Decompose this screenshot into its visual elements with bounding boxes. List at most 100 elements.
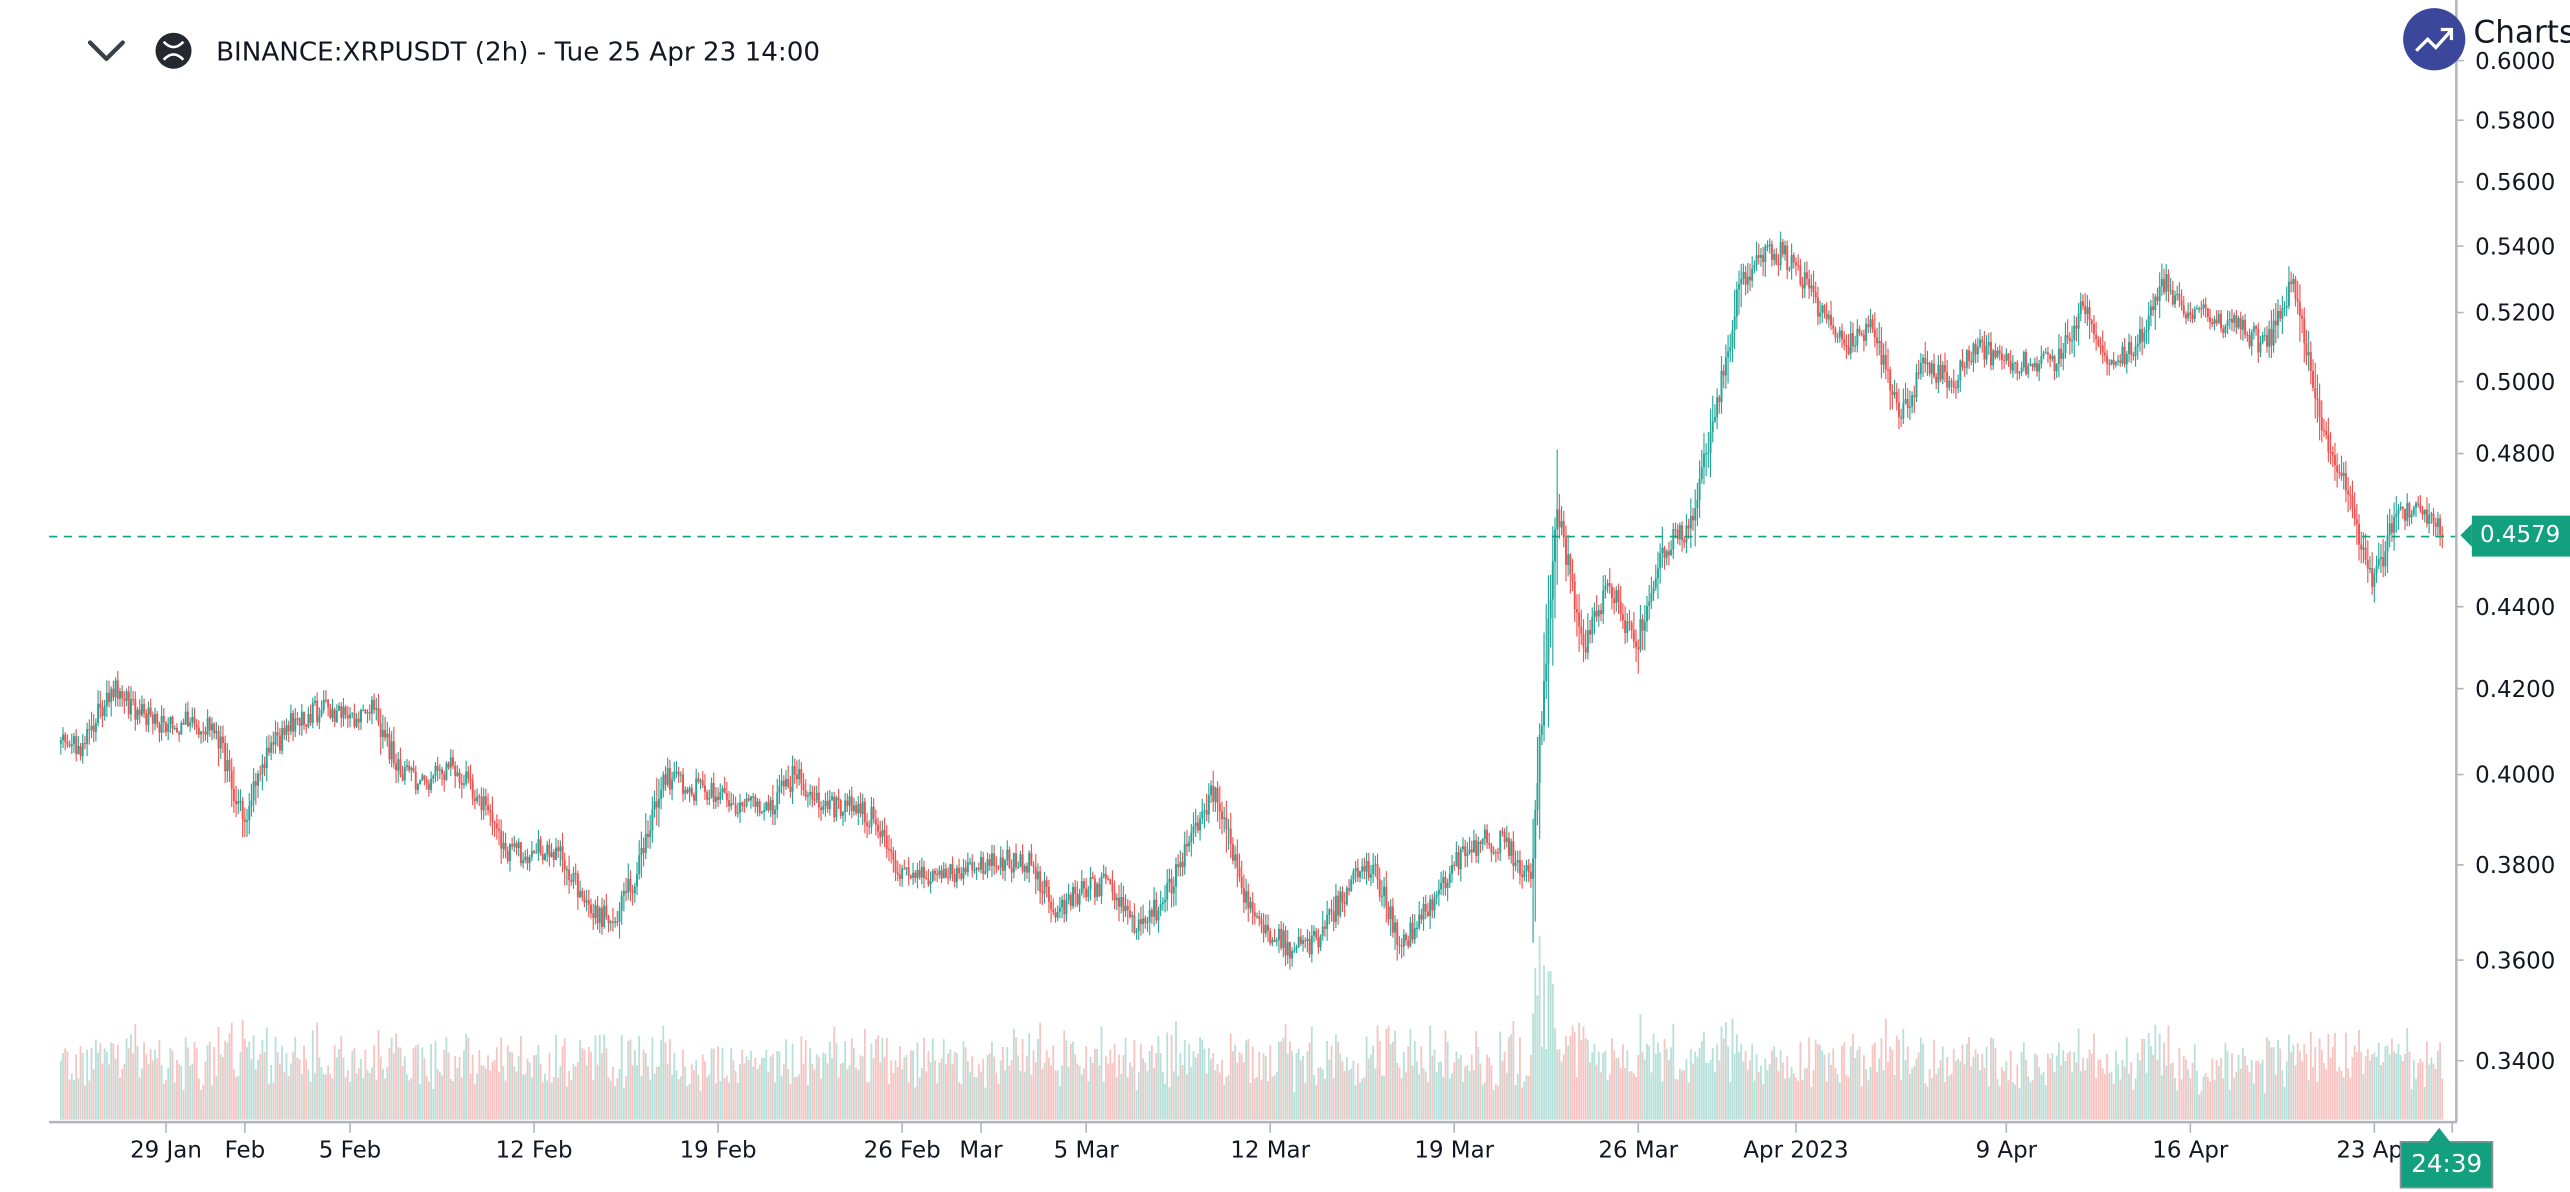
- volume-bar: [717, 1046, 719, 1120]
- volume-bar: [1970, 1066, 1973, 1120]
- candle: [1795, 262, 1797, 266]
- volume-bar: [660, 1039, 663, 1120]
- candle: [1683, 540, 1686, 543]
- candle: [136, 709, 139, 720]
- volume-bar: [2298, 1051, 2301, 1120]
- volume-bar: [1094, 1048, 1096, 1120]
- candle: [2071, 340, 2074, 342]
- candle: [693, 794, 695, 801]
- volume-bar: [1179, 1052, 1182, 1120]
- candle: [1532, 858, 1535, 879]
- candle: [1698, 478, 1701, 500]
- volume-bar: [1124, 1037, 1127, 1120]
- volume-bar: [2412, 1060, 2415, 1120]
- candle: [557, 847, 560, 852]
- volume-bar: [1661, 1081, 1664, 1120]
- volume-bar: [338, 1048, 340, 1120]
- candle: [2397, 509, 2400, 514]
- volume-bar: [1773, 1046, 1775, 1120]
- volume-bar: [101, 1063, 104, 1120]
- candle: [515, 843, 518, 848]
- time-tick-label: 12 Feb: [496, 1137, 573, 1163]
- volume-bar: [1641, 1051, 1644, 1120]
- volume-bar: [1227, 1074, 1230, 1120]
- volume-bar: [684, 1066, 687, 1120]
- volume-bar: [888, 1083, 890, 1120]
- volume-bar: [817, 1056, 820, 1120]
- volume-bar: [1363, 1077, 1366, 1120]
- candle: [2410, 514, 2413, 518]
- candle: [552, 852, 555, 860]
- volume-bar: [325, 1074, 327, 1120]
- volume-bar: [787, 1068, 790, 1120]
- candle: [662, 774, 665, 790]
- candle: [1735, 289, 1738, 317]
- volume-bar: [2016, 1064, 2019, 1120]
- volume-bar: [2316, 1081, 2319, 1120]
- candle: [230, 770, 233, 789]
- candle: [2038, 363, 2041, 372]
- candle: [206, 717, 209, 735]
- candle: [1420, 914, 1423, 920]
- volume-bar: [1032, 1050, 1035, 1120]
- candle: [2143, 332, 2146, 342]
- volume-bar: [1814, 1040, 1817, 1120]
- candle: [77, 746, 80, 755]
- candle: [1514, 862, 1517, 867]
- volume-bar: [1048, 1058, 1050, 1120]
- candle: [826, 800, 829, 809]
- volume-bar: [2128, 1073, 2130, 1120]
- candle: [471, 780, 474, 799]
- volume-bar: [1648, 1045, 1651, 1120]
- candle: [2430, 513, 2433, 515]
- candle: [581, 890, 584, 898]
- volume-bar: [489, 1070, 492, 1120]
- volume-bar: [1120, 1073, 1123, 1120]
- candle: [1477, 841, 1480, 856]
- volume-bar: [189, 1065, 191, 1120]
- time-axis[interactable]: 29 Jan Feb 5 Feb 12 Feb 19 Feb 26 Feb Mar 5 Mar…: [130, 1122, 2454, 1163]
- candle: [92, 725, 95, 732]
- candle: [2401, 506, 2404, 509]
- volume-bar: [68, 1079, 71, 1120]
- candle: [1670, 549, 1673, 555]
- candle: [951, 864, 954, 875]
- volume-bar: [1867, 1080, 1870, 1120]
- candle: [294, 718, 297, 732]
- candle: [1979, 339, 1981, 347]
- brand[interactable]: Charts p: [2403, 0, 2570, 71]
- volume-bar: [92, 1069, 95, 1120]
- volume-bar: [1280, 1041, 1283, 1120]
- time-tick-label: 9 Apr: [1976, 1137, 2038, 1163]
- candle: [1065, 900, 1068, 915]
- candle: [1619, 601, 1622, 615]
- volume-bar: [530, 1077, 533, 1120]
- candle: [298, 718, 301, 726]
- volume-bar: [1803, 1068, 1806, 1120]
- candle: [1148, 910, 1151, 923]
- volume-bar: [2342, 1076, 2345, 1120]
- chevron-down-icon[interactable]: [82, 28, 131, 74]
- candle: [70, 743, 73, 747]
- candle: [1181, 861, 1184, 868]
- volume-bar: [1207, 1047, 1210, 1120]
- candle: [1523, 870, 1526, 877]
- volume-bar: [769, 1056, 772, 1120]
- volume-bar: [1135, 1090, 1138, 1120]
- volume-bar: [1738, 1052, 1740, 1120]
- volume-bar: [966, 1061, 969, 1120]
- candle: [2031, 364, 2034, 368]
- candle: [646, 833, 649, 838]
- candle: [239, 800, 242, 803]
- volume-bar: [708, 1074, 711, 1120]
- candle: [598, 907, 601, 924]
- volume-bar: [585, 1065, 588, 1120]
- volume-bar: [1039, 1022, 1042, 1120]
- price-axis[interactable]: 0.60000.58000.56000.54000.52000.50000.48…: [2455, 49, 2556, 1075]
- volume-bar: [2154, 1024, 2157, 1120]
- candle: [1317, 937, 1320, 948]
- volume-bar: [1142, 1058, 1145, 1120]
- volume-bar: [555, 1034, 557, 1120]
- volume-bar: [344, 1077, 347, 1120]
